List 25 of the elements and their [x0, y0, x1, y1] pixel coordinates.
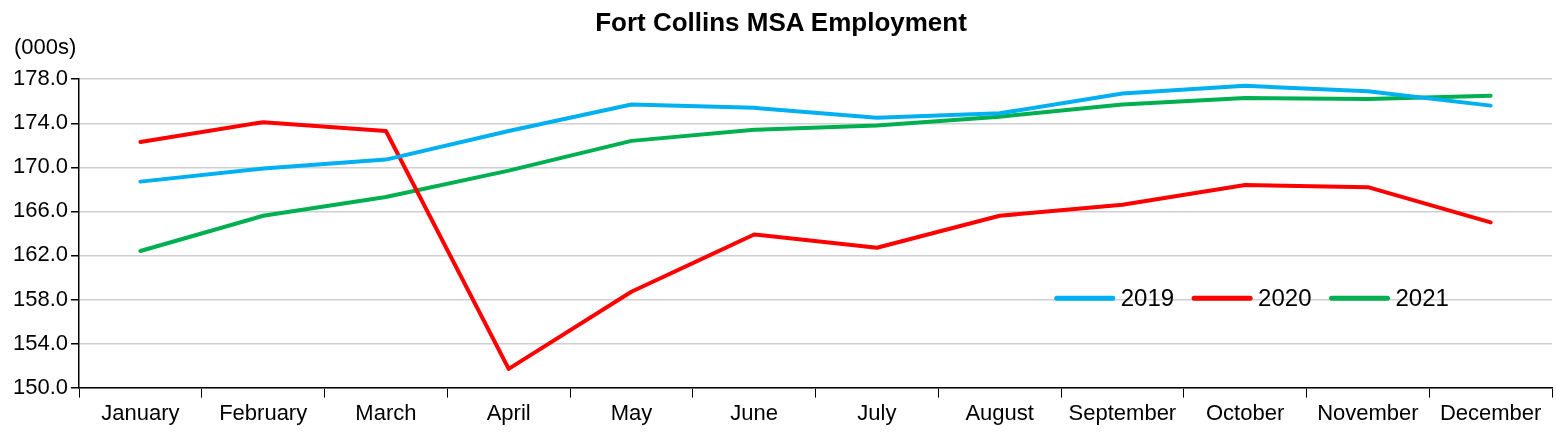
x-tick-label: January: [101, 399, 180, 425]
legend-label: 2020: [1258, 283, 1312, 311]
x-tick-label: June: [730, 399, 779, 425]
x-tick-label: July: [857, 399, 897, 425]
x-tick-label: March: [355, 399, 417, 425]
y-axis-title: (000s): [14, 34, 77, 60]
x-tick-label: April: [486, 399, 531, 425]
legend-label: 2021: [1395, 283, 1449, 311]
legend-label: 2019: [1120, 283, 1175, 311]
x-tick-label: September: [1068, 399, 1177, 425]
y-tick-label: 150.0: [12, 373, 69, 399]
y-tick-label: 166.0: [12, 197, 69, 223]
y-tick-label: 174.0: [12, 109, 69, 135]
y-tick-label: 158.0: [12, 285, 69, 311]
x-tick-label: May: [610, 399, 653, 425]
y-tick-label: 178.0: [12, 65, 69, 91]
chart-title: Fort Collins MSA Employment: [595, 6, 968, 37]
x-tick-label: December: [1439, 399, 1542, 425]
x-tick-label: October: [1206, 399, 1285, 425]
y-tick-label: 154.0: [12, 329, 69, 355]
y-tick-label: 170.0: [12, 153, 69, 179]
y-tick-label: 162.0: [12, 241, 69, 267]
x-tick-label: November: [1317, 399, 1419, 425]
x-tick-label: August: [965, 399, 1034, 425]
x-tick-label: February: [219, 399, 308, 425]
